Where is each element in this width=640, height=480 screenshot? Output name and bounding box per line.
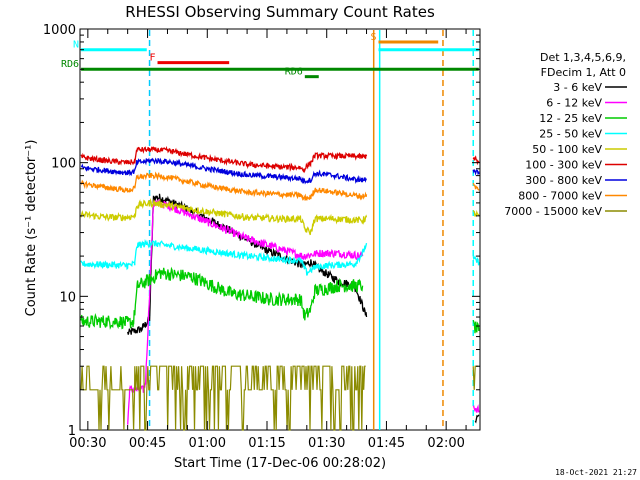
x-tick-label: 00:30 — [69, 436, 106, 451]
series-line — [472, 319, 480, 334]
series-line — [472, 365, 479, 390]
plot-area: N F RD6 RD6 S — [61, 28, 481, 431]
x-axis: 00:30 00:45 01:00 01:15 01:30 01:45 02:00 — [69, 29, 467, 451]
y-tick-label: 1 — [68, 424, 76, 439]
legend-label: 12 - 25 keV — [539, 112, 602, 125]
series-line — [81, 157, 368, 185]
legend-label: 800 - 7000 keV — [518, 190, 602, 203]
series-line — [80, 266, 364, 330]
series-line — [80, 197, 368, 236]
flag-label: RD6 — [61, 59, 79, 70]
x-tick-label: 01:00 — [189, 436, 226, 451]
y-tick-label: 10 — [59, 290, 76, 305]
series-5 — [80, 145, 480, 174]
series-line — [472, 255, 480, 266]
flag-label: S — [370, 32, 376, 43]
plot-frame — [79, 28, 481, 431]
series-line — [127, 198, 364, 425]
series-7 — [80, 171, 480, 202]
flag-label: RD6 — [285, 67, 303, 78]
x-tick-label: 01:15 — [248, 436, 285, 451]
y-axis: 1 10 100 1000 — [43, 23, 480, 439]
series-3 — [80, 238, 480, 276]
chart-title: RHESSI Observing Summary Count Rates — [125, 3, 435, 21]
series-line — [472, 404, 480, 413]
flag-label: N — [73, 40, 79, 51]
flag-label: F — [149, 53, 155, 64]
legend: Det 1,3,4,5,6,9, FDecim 1, Att 0 3 - 6 k… — [504, 51, 627, 218]
series-line — [80, 145, 368, 174]
series-line — [80, 171, 368, 202]
timestamp: 18-Oct-2021 21:27 — [555, 468, 637, 477]
legend-label: 50 - 100 keV — [532, 143, 602, 156]
legend-label: 300 - 800 keV — [525, 174, 602, 187]
series-6 — [81, 157, 480, 185]
legend-header-2: FDecim 1, Att 0 — [541, 66, 626, 79]
series-line — [80, 365, 366, 431]
legend-label: 7000 - 15000 keV — [504, 205, 602, 218]
series-line — [472, 182, 480, 191]
legend-header-1: Det 1,3,4,5,6,9, — [540, 51, 626, 64]
y-tick-label: 1000 — [43, 23, 76, 38]
legend-label: 25 - 50 keV — [539, 128, 602, 141]
legend-label: 100 - 300 keV — [525, 159, 602, 172]
series-line — [474, 414, 480, 424]
y-axis-label: Count Rate (s⁻¹ detector⁻¹) — [24, 140, 39, 317]
x-tick-label: 00:45 — [129, 436, 166, 451]
series-line — [472, 169, 480, 176]
x-tick-label: 01:45 — [368, 436, 405, 451]
legend-label: 3 - 6 keV — [553, 81, 602, 94]
series-4 — [80, 197, 480, 236]
series-8 — [80, 365, 479, 431]
legend-label: 6 - 12 keV — [546, 97, 602, 110]
x-axis-label: Start Time (17-Dec-06 00:28:02) — [174, 456, 386, 471]
series-line — [472, 155, 480, 166]
series-line — [80, 238, 368, 276]
x-tick-label: 01:30 — [308, 436, 345, 451]
y-tick-label: 100 — [51, 157, 76, 172]
series-1 — [127, 198, 480, 425]
series-2 — [80, 266, 480, 334]
x-tick-label: 02:00 — [427, 436, 464, 451]
